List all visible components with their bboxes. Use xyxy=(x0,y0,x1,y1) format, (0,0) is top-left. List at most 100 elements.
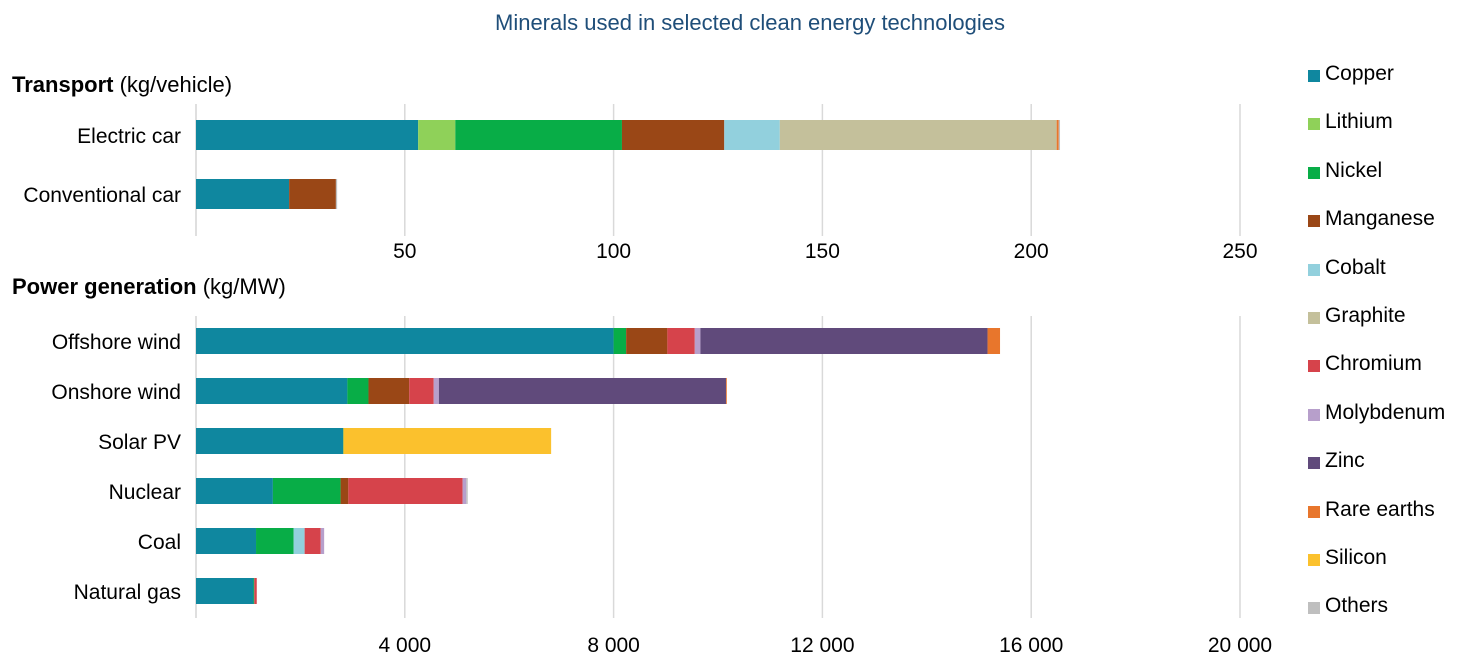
legend-label: Zinc xyxy=(1325,449,1365,473)
power-x-tick-label: 12 000 xyxy=(790,634,854,657)
power-bar-onshore-wind-copper xyxy=(196,378,348,404)
power-bar-nuclear-nickel xyxy=(272,478,341,504)
legend-swatch xyxy=(1308,263,1320,276)
power-bar-offshore-wind-copper xyxy=(196,328,614,354)
transport-category-label: Electric car xyxy=(77,125,181,148)
power-category-label: Natural gas xyxy=(74,581,181,604)
power-bar-onshore-wind-nickel xyxy=(347,378,369,404)
power-bar-offshore-wind-chromium xyxy=(667,328,695,354)
legend-item-manganese: Manganese xyxy=(1308,207,1445,255)
chart-title: Minerals used in selected clean energy t… xyxy=(495,10,1005,35)
power-bar-nuclear-others xyxy=(466,478,468,504)
legend-item-silicon: Silicon xyxy=(1308,546,1445,594)
transport-x-tick-label: 150 xyxy=(805,240,840,263)
transport-bar-electric-car-others xyxy=(1058,120,1061,150)
legend-item-chromium: Chromium xyxy=(1308,352,1445,400)
legend-swatch xyxy=(1308,360,1320,373)
power-bar-natural-gas-copper xyxy=(196,578,254,604)
power-bar-coal-chromium xyxy=(304,528,321,554)
power-bar-offshore-wind-nickel xyxy=(613,328,627,354)
power-x-tick-label: 16 000 xyxy=(999,634,1063,657)
power-bar-onshore-wind-molybdenum xyxy=(433,378,439,404)
power-bar-natural-gas-chromium xyxy=(254,578,257,604)
transport-bar-electric-car-cobalt xyxy=(724,120,780,150)
legend-label: Rare earths xyxy=(1325,497,1435,521)
legend-label: Others xyxy=(1325,594,1389,618)
power-x-tick-label: 20 000 xyxy=(1208,634,1272,657)
power-category-label: Onshore wind xyxy=(51,381,181,404)
transport-x-tick-label: 250 xyxy=(1222,240,1257,263)
legend-swatch xyxy=(1308,457,1320,470)
power-bar-nuclear-copper xyxy=(196,478,273,504)
power-bar-coal-cobalt xyxy=(293,528,305,554)
transport-unit-label: (kg/vehicle) xyxy=(119,72,233,97)
power-unit-label: (kg/MW) xyxy=(202,274,286,299)
transport-heading: Transport (kg/vehicle) xyxy=(12,72,232,98)
legend-label: Nickel xyxy=(1325,158,1383,182)
legend-item-rare-earths: Rare earths xyxy=(1308,498,1445,546)
legend-label: Chromium xyxy=(1325,352,1422,376)
legend-label: Lithium xyxy=(1325,110,1393,134)
power-bar-natural-gas-nickel xyxy=(253,578,255,604)
transport-bar-conventional-car-manganese xyxy=(289,179,336,209)
power-bar-solar-pv-silicon xyxy=(343,428,552,454)
power-category-label: Coal xyxy=(138,531,181,554)
legend-swatch xyxy=(1308,602,1320,615)
legend-label: Silicon xyxy=(1325,545,1387,569)
power-category-label: Offshore wind xyxy=(52,331,181,354)
transport-bar-electric-car-manganese xyxy=(621,120,725,150)
legend-label: Cobalt xyxy=(1325,255,1386,279)
power-category-label: Solar PV xyxy=(98,431,181,454)
transport-x-tick-label: 50 xyxy=(393,240,416,263)
legend-item-lithium: Lithium xyxy=(1308,110,1445,158)
legend-swatch xyxy=(1308,70,1320,82)
transport-bar-electric-car-lithium xyxy=(418,120,456,150)
power-category-label: Nuclear xyxy=(109,481,181,504)
legend-swatch xyxy=(1308,215,1320,228)
power-bar-onshore-wind-rare-earths xyxy=(725,378,727,404)
legend-item-cobalt: Cobalt xyxy=(1308,256,1445,304)
legend-item-copper: Copper xyxy=(1308,62,1445,110)
power-bar-offshore-wind-zinc xyxy=(700,328,988,354)
chart-legend: Copper Lithium Nickel Manganese Cobalt Graphi… xyxy=(1308,62,1445,643)
power-bar-offshore-wind-rare-earths xyxy=(987,328,1001,354)
power-bar-onshore-wind-zinc xyxy=(438,378,726,404)
power-bar-nuclear-chromium xyxy=(348,478,463,504)
power-heading-label: Power generation xyxy=(12,274,197,299)
legend-label: Molybdenum xyxy=(1325,400,1446,424)
transport-bar-electric-car-copper xyxy=(196,120,419,150)
legend-item-nickel: Nickel xyxy=(1308,159,1445,207)
legend-swatch xyxy=(1308,311,1320,324)
legend-item-graphite: Graphite xyxy=(1308,304,1445,352)
legend-swatch xyxy=(1308,166,1320,179)
power-bar-nuclear-manganese xyxy=(340,478,349,504)
legend-item-molybdenum: Molybdenum xyxy=(1308,401,1445,449)
power-bar-solar-pv-copper xyxy=(196,428,344,454)
legend-label: Manganese xyxy=(1325,207,1435,231)
legend-label: Copper xyxy=(1325,62,1394,85)
power-bar-coal-copper xyxy=(196,528,257,554)
chart-plot-area: Electric car Conventional car 50 100 150 200 2… xyxy=(23,104,1272,657)
power-bar-coal-molybdenum xyxy=(320,528,325,554)
legend-label: Graphite xyxy=(1325,303,1406,327)
power-heading: Power generation (kg/MW) xyxy=(12,274,286,300)
transport-heading-label: Transport xyxy=(12,72,114,97)
transport-bar-electric-car-graphite xyxy=(779,120,1057,150)
power-bar-nuclear-molybdenum xyxy=(462,478,467,504)
transport-bar-electric-car-nickel xyxy=(455,120,622,150)
power-bar-onshore-wind-manganese xyxy=(368,378,410,404)
power-bar-offshore-wind-manganese xyxy=(626,328,668,354)
power-bar-coal-nickel xyxy=(256,528,294,554)
power-x-tick-label: 8 000 xyxy=(587,634,640,657)
transport-category-label: Conventional car xyxy=(23,184,181,207)
legend-swatch xyxy=(1308,505,1320,518)
legend-swatch xyxy=(1308,408,1320,421)
transport-x-tick-label: 100 xyxy=(596,240,631,263)
legend-item-others: Others xyxy=(1308,594,1445,642)
legend-item-zinc: Zinc xyxy=(1308,449,1445,497)
power-bar-onshore-wind-chromium xyxy=(409,378,434,404)
transport-bar-conventional-car-others xyxy=(335,179,338,209)
transport-x-tick-label: 200 xyxy=(1014,240,1049,263)
legend-swatch xyxy=(1308,553,1320,566)
